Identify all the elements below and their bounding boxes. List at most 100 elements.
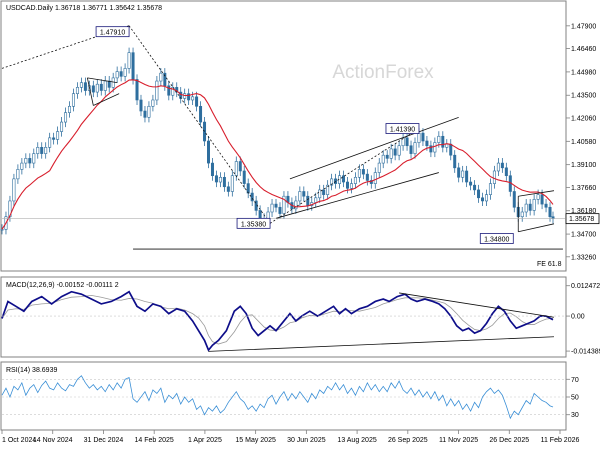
candle-body (504, 167, 508, 177)
candle-body (437, 135, 441, 143)
candle-body (16, 169, 20, 180)
candle-body (151, 99, 155, 107)
candle-body (302, 191, 306, 197)
price-panel-frame (0, 0, 567, 272)
candle-body (246, 183, 250, 194)
candle-body (488, 183, 492, 195)
annotation-box (236, 217, 271, 229)
candle-body (532, 199, 536, 211)
candle-body (551, 216, 555, 219)
candle-body (326, 184, 330, 195)
candle-body (274, 203, 278, 208)
macd-line (1, 290, 554, 352)
candle-body (155, 80, 159, 101)
candle-body (226, 186, 230, 192)
candle-body (342, 175, 346, 183)
candle-body (413, 142, 417, 154)
rsi-chart-title: RSI(14) 38.6939 (6, 367, 57, 374)
candle-body (24, 158, 28, 164)
annotation-label: 1.34800 (484, 237, 509, 244)
price-chart-title: USDCAD.Daily 1.36718 1.36771 1.35642 1.3… (6, 5, 162, 12)
macd-y-tick-label: 0.012472 (571, 283, 600, 290)
wedge-lower (518, 223, 555, 233)
candle-body (258, 210, 262, 219)
x-axis-tick-label: 13 Aug 2025 (337, 437, 376, 444)
candle-body (441, 135, 445, 148)
candle-body (68, 105, 72, 113)
candle-body (373, 172, 377, 184)
x-axis-tick-label: 14 Nov 2024 (33, 437, 73, 444)
candle-body (56, 131, 60, 140)
candle-body (135, 79, 139, 101)
triangle-bottom (93, 93, 120, 106)
price-y-tick-label: 1.42060 (571, 115, 596, 122)
candle-body (409, 145, 413, 154)
candle-body (171, 87, 175, 96)
candle-body (210, 162, 214, 177)
candle-body (353, 176, 357, 184)
candle-body (481, 197, 485, 202)
candle-body (314, 197, 318, 203)
candle-body (365, 173, 369, 181)
candle-body (369, 180, 373, 184)
candle-body (520, 211, 524, 218)
annotation-label: 1.35380 (241, 221, 266, 228)
trendline-dotted-up (269, 128, 420, 224)
x-axis-tick-label: 11 Nov 2025 (439, 437, 478, 444)
channel-lower (275, 172, 439, 219)
candle-body (195, 96, 199, 107)
candle-body (187, 93, 191, 101)
annotation-label: 1.41390 (390, 127, 415, 134)
price-plot: 1.47910 1.35380 1.41390 1.34800 (0, 25, 565, 250)
candle-body (461, 170, 465, 178)
candle-body (242, 170, 246, 184)
candle-body (540, 194, 544, 205)
x-axis-tick-label: 31 Dec 2024 (84, 437, 124, 444)
candle-body (71, 93, 75, 107)
candle-body (524, 203, 528, 213)
candle-body (60, 121, 64, 132)
triangle-left (86, 77, 94, 106)
price-y-tick-label: 1.40580 (571, 139, 596, 146)
moving-average-line (1, 79, 554, 230)
candle-body (48, 137, 52, 148)
candle-body (238, 161, 242, 172)
candle-body (32, 153, 36, 164)
rsi-y-tick-label: 70 (571, 377, 579, 384)
candle-body (512, 191, 516, 208)
x-axis-tick-label: 30 Jun 2025 (287, 437, 326, 444)
candle-body (405, 137, 409, 147)
candle-body (433, 142, 437, 153)
price-y-tick-label: 1.43500 (571, 93, 596, 100)
x-axis-tick-label: 11 Feb 2026 (541, 437, 580, 444)
candle-body (345, 181, 349, 189)
candle-body (115, 71, 119, 79)
candle-body (389, 148, 393, 159)
candle-body (453, 154, 457, 169)
price-y-tick-label: 1.39100 (571, 162, 596, 169)
candle-body (492, 170, 496, 184)
candle-body (445, 143, 449, 148)
macd-y-tick-label: 0.00 (571, 314, 585, 321)
candle-body (147, 105, 151, 118)
candle-body (473, 184, 477, 191)
candle-body (484, 194, 488, 202)
price-y-tick-label: 1.47900 (571, 23, 596, 30)
x-axis-tick-label: 1 Apr 2025 (188, 437, 222, 444)
candle-body (417, 132, 421, 143)
candle-body (91, 85, 95, 93)
candle-body (111, 77, 115, 88)
candle-body (230, 175, 234, 192)
candle-body (207, 140, 211, 164)
candle-body (222, 176, 226, 188)
candle-body (75, 87, 79, 94)
candle-body (397, 145, 401, 156)
axis-labels: 1.47900 1.46460 1.44980 1.43500 1.42060 1.405… (1, 23, 600, 444)
candle-body (103, 80, 107, 91)
candle-body (12, 178, 16, 202)
candle-body (381, 154, 385, 164)
candle-body (139, 99, 143, 112)
candle-body (500, 162, 504, 169)
candle-body (298, 191, 302, 202)
